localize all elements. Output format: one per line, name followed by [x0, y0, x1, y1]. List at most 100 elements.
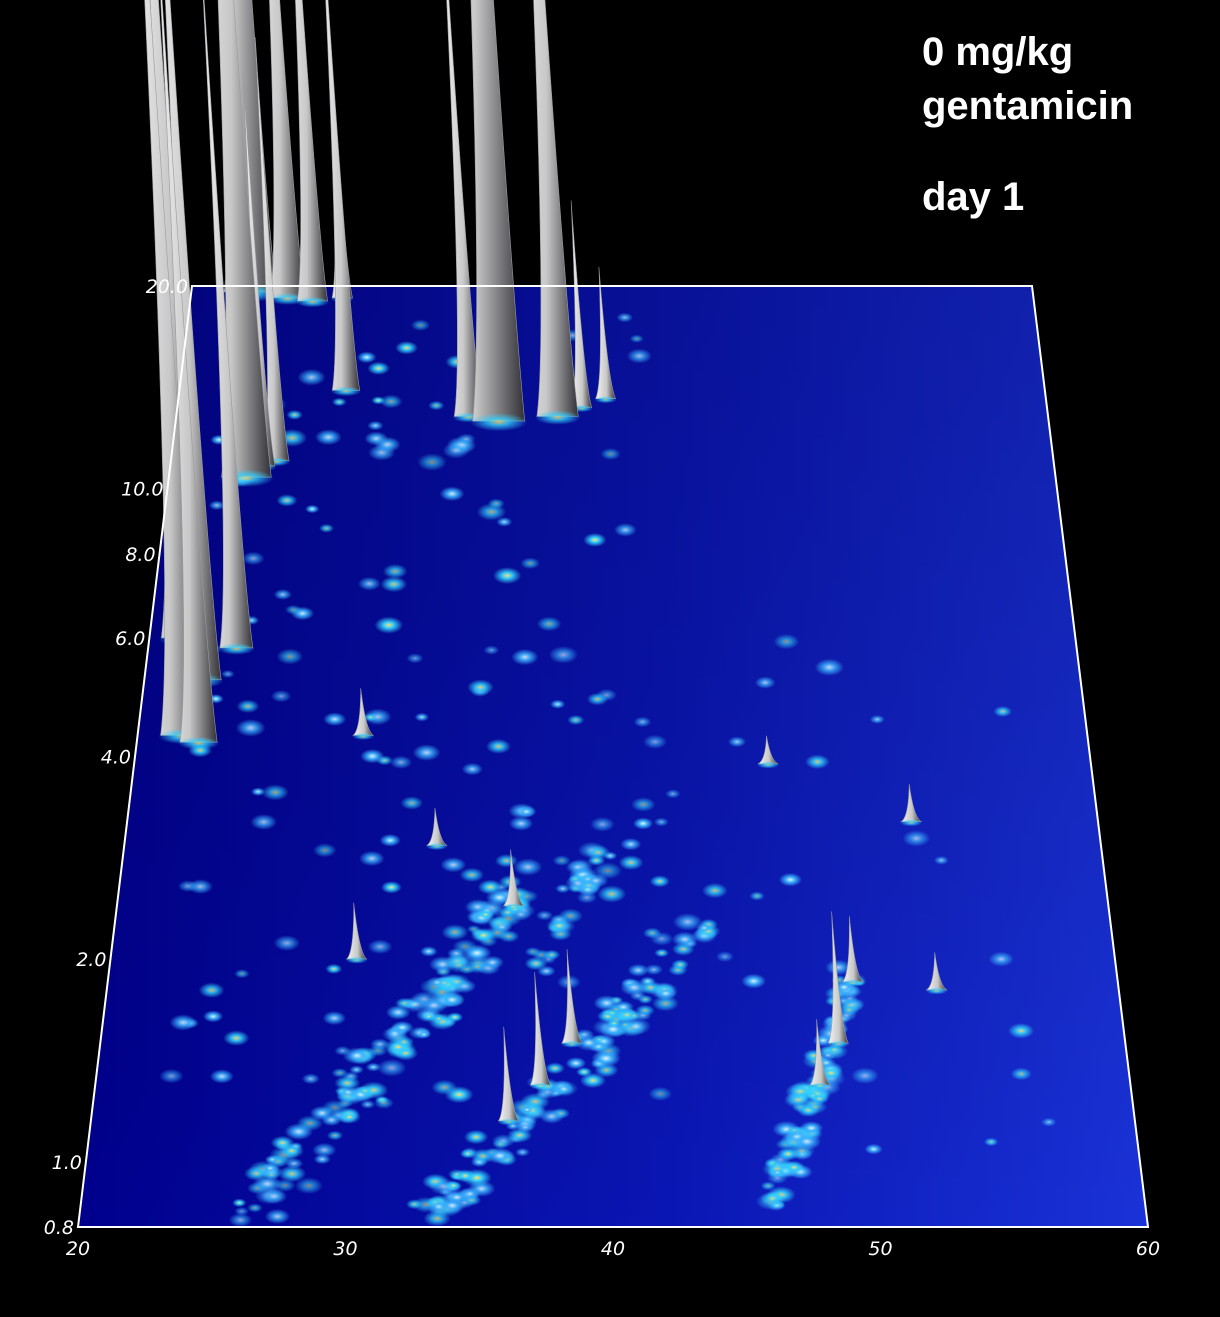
- spot: [296, 1115, 324, 1132]
- spot: [584, 873, 609, 888]
- spot: [507, 1127, 533, 1143]
- x-tick-label: 60: [1136, 1238, 1160, 1260]
- spot: [277, 1165, 307, 1183]
- y-tick-label: 2.0: [76, 949, 106, 971]
- spot: [516, 889, 539, 903]
- spot: [1041, 1117, 1057, 1127]
- spot: [334, 1046, 351, 1056]
- spot: [590, 817, 615, 832]
- title-dose: 0 mg/kg: [922, 30, 1074, 74]
- spot: [264, 1208, 291, 1224]
- peak-base: [295, 296, 330, 308]
- spot: [631, 797, 656, 812]
- spot: [228, 1213, 253, 1228]
- spot: [524, 947, 541, 957]
- spot: [321, 1099, 349, 1116]
- spot: [445, 1180, 462, 1191]
- spot: [702, 883, 728, 899]
- spot: [672, 913, 703, 931]
- spot: [439, 1197, 466, 1214]
- bump-base: [425, 843, 448, 850]
- spot: [400, 796, 424, 810]
- spot: [464, 1129, 489, 1145]
- spot: [338, 1086, 359, 1099]
- spot: [285, 604, 302, 615]
- spot: [385, 1005, 411, 1020]
- spot: [778, 872, 802, 887]
- spot: [313, 843, 337, 858]
- spot: [421, 1012, 436, 1021]
- spot: [315, 429, 342, 446]
- spot: [234, 969, 250, 979]
- spot: [1010, 1067, 1032, 1081]
- spot: [476, 503, 507, 521]
- spot: [496, 517, 513, 527]
- bump: [827, 911, 849, 1044]
- spot: [814, 658, 844, 676]
- spot: [221, 670, 235, 678]
- spot: [513, 858, 543, 876]
- peak: [269, 0, 306, 299]
- spot: [498, 930, 520, 943]
- spot: [395, 341, 418, 355]
- spot: [586, 692, 609, 706]
- spot: [243, 1166, 269, 1181]
- spot: [567, 715, 585, 725]
- spot: [783, 1160, 805, 1174]
- spot: [988, 951, 1014, 967]
- spot: [600, 448, 621, 460]
- spot: [902, 830, 930, 847]
- spot: [520, 557, 540, 570]
- spot: [760, 1191, 784, 1206]
- bump-base: [497, 1118, 520, 1126]
- spot: [654, 948, 669, 958]
- y-axis-ticks: 0.8 1.0 2.0 4.0 6.0 8.0 10.0 20.0: [44, 276, 188, 1239]
- spot: [301, 1073, 320, 1085]
- spot: [334, 1075, 361, 1091]
- spot: [585, 845, 611, 860]
- spot: [648, 1086, 673, 1101]
- spot: [393, 1046, 418, 1061]
- spot: [665, 789, 681, 799]
- spot: [993, 706, 1012, 717]
- spot: [359, 850, 385, 867]
- spot: [565, 1057, 587, 1070]
- bump: [425, 807, 448, 846]
- spot: [261, 784, 289, 801]
- peak: [533, 0, 579, 417]
- spot: [416, 1030, 432, 1039]
- spot: [467, 679, 494, 696]
- peak: [325, 0, 361, 391]
- spot: [552, 855, 571, 866]
- spot: [754, 676, 776, 689]
- spot: [439, 992, 465, 1008]
- y-tick-label: 0.8: [44, 1217, 74, 1239]
- peak: [203, 0, 254, 649]
- y-tick-label: 6.0: [115, 628, 145, 650]
- bump: [529, 972, 551, 1086]
- spot: [462, 944, 492, 962]
- spot: [332, 397, 347, 407]
- spot: [671, 959, 689, 970]
- spot: [417, 453, 447, 471]
- spot: [626, 348, 652, 364]
- y-tick-label: 1.0: [52, 1152, 82, 1174]
- spot: [805, 754, 830, 770]
- x-tick-label: 20: [66, 1238, 90, 1260]
- spot: [169, 1014, 197, 1031]
- spot: [381, 1026, 408, 1043]
- spot: [327, 1130, 343, 1141]
- bump-base: [841, 979, 864, 987]
- spot: [426, 976, 447, 989]
- bump: [497, 1026, 520, 1122]
- spot: [312, 1142, 337, 1158]
- spot: [247, 1203, 263, 1213]
- peak: [446, 0, 483, 417]
- peak-base: [594, 396, 617, 404]
- spot: [428, 400, 445, 411]
- y-tick-label: 8.0: [125, 544, 155, 566]
- peak: [470, 0, 526, 422]
- spot: [322, 1011, 346, 1026]
- bump: [352, 688, 374, 736]
- bump-base: [827, 1040, 850, 1048]
